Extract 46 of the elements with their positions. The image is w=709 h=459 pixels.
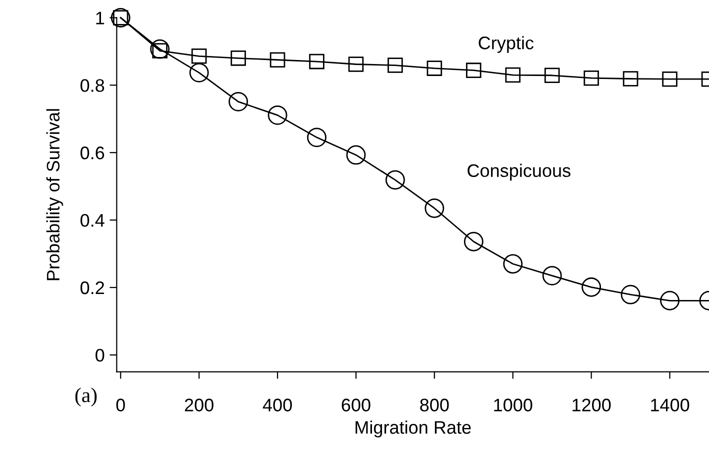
point — [620, 284, 640, 304]
point — [542, 266, 562, 286]
y-axis-title: Probability of Survival — [46, 109, 64, 280]
point — [388, 58, 403, 73]
point — [309, 54, 324, 70]
x-tick-label: 400 — [262, 398, 292, 412]
x-tick-label: 1200 — [572, 398, 611, 412]
x-tick-label: 800 — [420, 398, 449, 412]
y-tick-label: 0.8 — [80, 79, 104, 92]
point — [230, 50, 246, 66]
series-label: Conspicuous — [468, 164, 570, 181]
point — [228, 92, 248, 112]
x-axis-title: Migration Rate — [356, 420, 471, 438]
point — [582, 277, 602, 297]
point — [505, 67, 521, 83]
point — [348, 56, 364, 72]
point — [191, 48, 207, 64]
x-tick-label: 0 — [116, 398, 125, 412]
point — [424, 198, 444, 218]
x-tick-label: 1000 — [494, 398, 532, 412]
y-tick-label: 0 — [96, 348, 104, 362]
y-tick-label: 0.6 — [80, 146, 104, 160]
y-tick-label: 0.4 — [80, 214, 104, 227]
x-tick-label: 600 — [342, 398, 370, 412]
point — [426, 60, 442, 76]
point — [385, 170, 405, 190]
x-tick-label: 200 — [184, 398, 214, 412]
point — [150, 39, 170, 59]
text: (a) — [75, 388, 97, 406]
point — [189, 62, 209, 82]
point — [268, 105, 288, 125]
point — [584, 70, 599, 86]
series-label: Cryptic — [478, 36, 534, 53]
y-tick-label: 1 — [96, 12, 104, 24]
point — [622, 71, 638, 86]
point — [346, 145, 366, 165]
point — [464, 232, 484, 252]
x-tick-label: 1400 — [651, 398, 690, 412]
point — [270, 52, 286, 68]
point — [466, 62, 482, 78]
y-tick-label: 0.2 — [80, 281, 104, 294]
point — [662, 71, 678, 87]
point — [307, 128, 326, 148]
point — [544, 68, 560, 84]
point — [660, 290, 680, 310]
point — [503, 254, 523, 274]
